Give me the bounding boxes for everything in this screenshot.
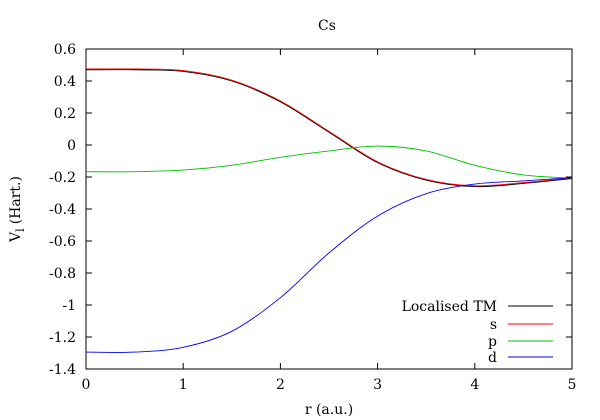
- y-axis: 0.6 0.4 0.2 0 -0.2 -0.4 -0.6 -0.8 -1 -1.2 -1.4: [49, 42, 572, 378]
- x-axis: 0 1 2 3 4 5: [82, 49, 577, 393]
- x-tick-label: 2: [276, 377, 285, 393]
- y-tick-label: -0.8: [49, 266, 76, 282]
- y-axis-label: Vl (Hart.): [8, 176, 27, 243]
- legend-label-localised-tm: Localised TM: [402, 299, 497, 315]
- x-tick-label: 4: [470, 377, 479, 393]
- y-tick-label: -1.2: [49, 330, 76, 346]
- x-tick-label: 0: [82, 377, 91, 393]
- y-axis-label-main: V: [8, 231, 24, 243]
- legend: Localised TM spd: [402, 299, 553, 366]
- series-line-d: [85, 177, 573, 353]
- y-tick-label: -1.4: [49, 362, 76, 378]
- y-tick-label: -0.6: [49, 234, 76, 250]
- y-tick-label: -1: [62, 298, 76, 314]
- plot-frame: [85, 48, 573, 370]
- legend-label-s: s: [490, 317, 497, 333]
- series-layer: [85, 68, 573, 353]
- x-axis-label: r (a.u.): [305, 402, 353, 418]
- x-tick-label: 1: [179, 377, 188, 393]
- legend-label-d: d: [488, 350, 497, 366]
- chart-title: Cs: [318, 18, 336, 34]
- series-line-s: [85, 68, 573, 187]
- y-tick-label: 0.6: [54, 42, 76, 58]
- y-tick-label: 0.4: [54, 74, 76, 90]
- y-axis-label-sub: l: [14, 228, 27, 232]
- legend-label-p: p: [488, 334, 497, 350]
- y-tick-label: 0.2: [54, 106, 76, 122]
- x-tick-label: 3: [373, 377, 382, 393]
- series-line-p: [85, 145, 573, 179]
- x-tick-label: 5: [568, 377, 577, 393]
- y-tick-label: -0.2: [49, 170, 76, 186]
- y-axis-label-unit: (Hart.): [8, 176, 24, 224]
- y-tick-label: 0: [67, 138, 76, 154]
- series-line-localised-tm: [85, 69, 573, 188]
- y-tick-label: -0.4: [49, 202, 76, 218]
